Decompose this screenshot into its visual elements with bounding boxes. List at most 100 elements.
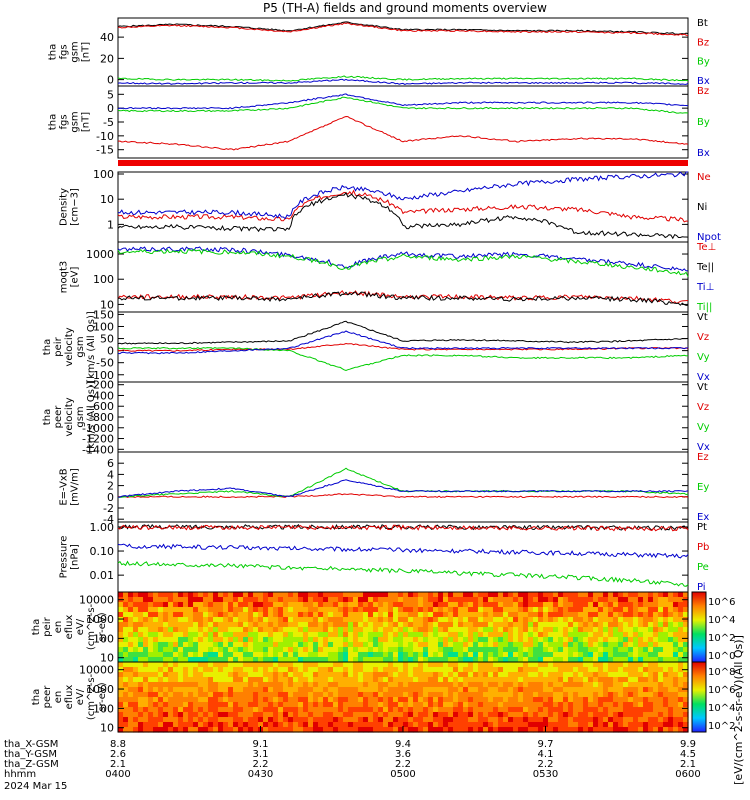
spectrogram-cell [148, 632, 154, 638]
spectrogram-cell [458, 712, 464, 718]
spectrogram-cell [488, 627, 494, 633]
spectrogram-cell [433, 607, 439, 613]
spectrogram-cell [613, 697, 619, 703]
spectrogram-cell [158, 602, 164, 608]
spectrogram-cell [393, 617, 399, 623]
spectrogram-cell [658, 667, 664, 673]
spectrogram-cell [663, 712, 669, 718]
spectrogram-cell [388, 697, 394, 703]
spectrogram-cell [523, 642, 529, 648]
spectrogram-cell [418, 667, 424, 673]
spectrogram-cell [498, 687, 504, 693]
spectrogram-cell [463, 642, 469, 648]
spectrogram-cell [193, 717, 199, 723]
spectrogram-cell [523, 592, 529, 598]
spectrogram-cell [188, 727, 194, 733]
spectrogram-cell [163, 652, 169, 658]
spectrogram-cell [163, 677, 169, 683]
spectrogram-cell [258, 627, 264, 633]
spectrogram-cell [473, 692, 479, 698]
spectrogram-cell [603, 647, 609, 653]
spectrogram-cell [178, 637, 184, 643]
spectrogram-cell [488, 687, 494, 693]
spectrogram-cell [633, 617, 639, 623]
y-axis-label: (cm^2-s- [86, 603, 97, 650]
spectrogram-cell [208, 627, 214, 633]
spectrogram-cell [353, 597, 359, 603]
spectrogram-cell [313, 697, 319, 703]
spectrogram-cell [683, 617, 689, 623]
spectrogram-cell [133, 727, 139, 733]
spectrogram-cell [678, 702, 684, 708]
spectrogram-cell [123, 607, 129, 613]
spectrogram-cell [268, 642, 274, 648]
spectrogram-cell [333, 727, 339, 733]
spectrogram-cell [383, 617, 389, 623]
spectrogram-cell [393, 647, 399, 653]
spectrogram-cell [178, 617, 184, 623]
spectrogram-cell [343, 612, 349, 618]
spectrogram-cell [253, 657, 259, 663]
spectrogram-cell [248, 712, 254, 718]
spectrogram-cell [298, 612, 304, 618]
spectrogram-cell [563, 607, 569, 613]
spectrogram-cell [568, 662, 574, 668]
spectrogram-cell [268, 637, 274, 643]
spectrogram-cell [458, 592, 464, 598]
spectrogram-cell [188, 707, 194, 713]
spectrogram-cell [628, 607, 634, 613]
spectrogram-cell [608, 717, 614, 723]
spectrogram-cell [448, 627, 454, 633]
colorbar-tick-label: 10^0 [708, 651, 735, 662]
spectrogram-cell [248, 672, 254, 678]
spectrogram-cell [358, 642, 364, 648]
spectrogram-cell [478, 707, 484, 713]
spectrogram-cell [398, 612, 404, 618]
spectrogram-cell [213, 722, 219, 728]
spectrogram-cell [358, 682, 364, 688]
spectrogram-cell [618, 592, 624, 598]
spectrogram-cell [508, 592, 514, 598]
spectrogram-cell [198, 727, 204, 733]
spectrogram-cell [293, 727, 299, 733]
spectrogram-cell [418, 722, 424, 728]
spectrogram-cell [288, 697, 294, 703]
x-tick-label: 2.6 [110, 749, 126, 760]
spectrogram-cell [408, 612, 414, 618]
spectrogram-cell [208, 612, 214, 618]
spectrogram-cell [138, 607, 144, 613]
spectrogram-cell [293, 637, 299, 643]
spectrogram-cell [243, 677, 249, 683]
spectrogram-cell [353, 712, 359, 718]
spectrogram-cell [478, 597, 484, 603]
spectrogram-cell [483, 642, 489, 648]
spectrogram-cell [503, 682, 509, 688]
spectrogram-cell [673, 632, 679, 638]
spectrogram-cell [378, 617, 384, 623]
spectrogram-cell [333, 617, 339, 623]
spectrogram-cell [488, 647, 494, 653]
spectrogram-cell [623, 642, 629, 648]
spectrogram-cell [123, 702, 129, 708]
spectrogram-cell [553, 647, 559, 653]
spectrogram-cell [518, 697, 524, 703]
spectrogram-cell [678, 662, 684, 668]
spectrogram-cell [208, 637, 214, 643]
colorbar-scale [691, 591, 707, 663]
spectrogram-cell [188, 592, 194, 598]
y-axis-label: gsm [75, 406, 86, 427]
y-axis-label: [nT] [81, 112, 92, 132]
spectrogram-cell [208, 697, 214, 703]
spectrogram-cell [578, 677, 584, 683]
spectrogram-cell [373, 627, 379, 633]
spectrogram-cell [248, 617, 254, 623]
spectrogram-cell [323, 707, 329, 713]
spectrogram-cell [648, 672, 654, 678]
y-axis-label: tha [48, 44, 59, 60]
spectrogram-cell [303, 682, 309, 688]
spectrogram-cell [268, 602, 274, 608]
spectrogram-cell [398, 697, 404, 703]
spectrogram-cell [568, 592, 574, 598]
spectrogram-cell [588, 652, 594, 658]
